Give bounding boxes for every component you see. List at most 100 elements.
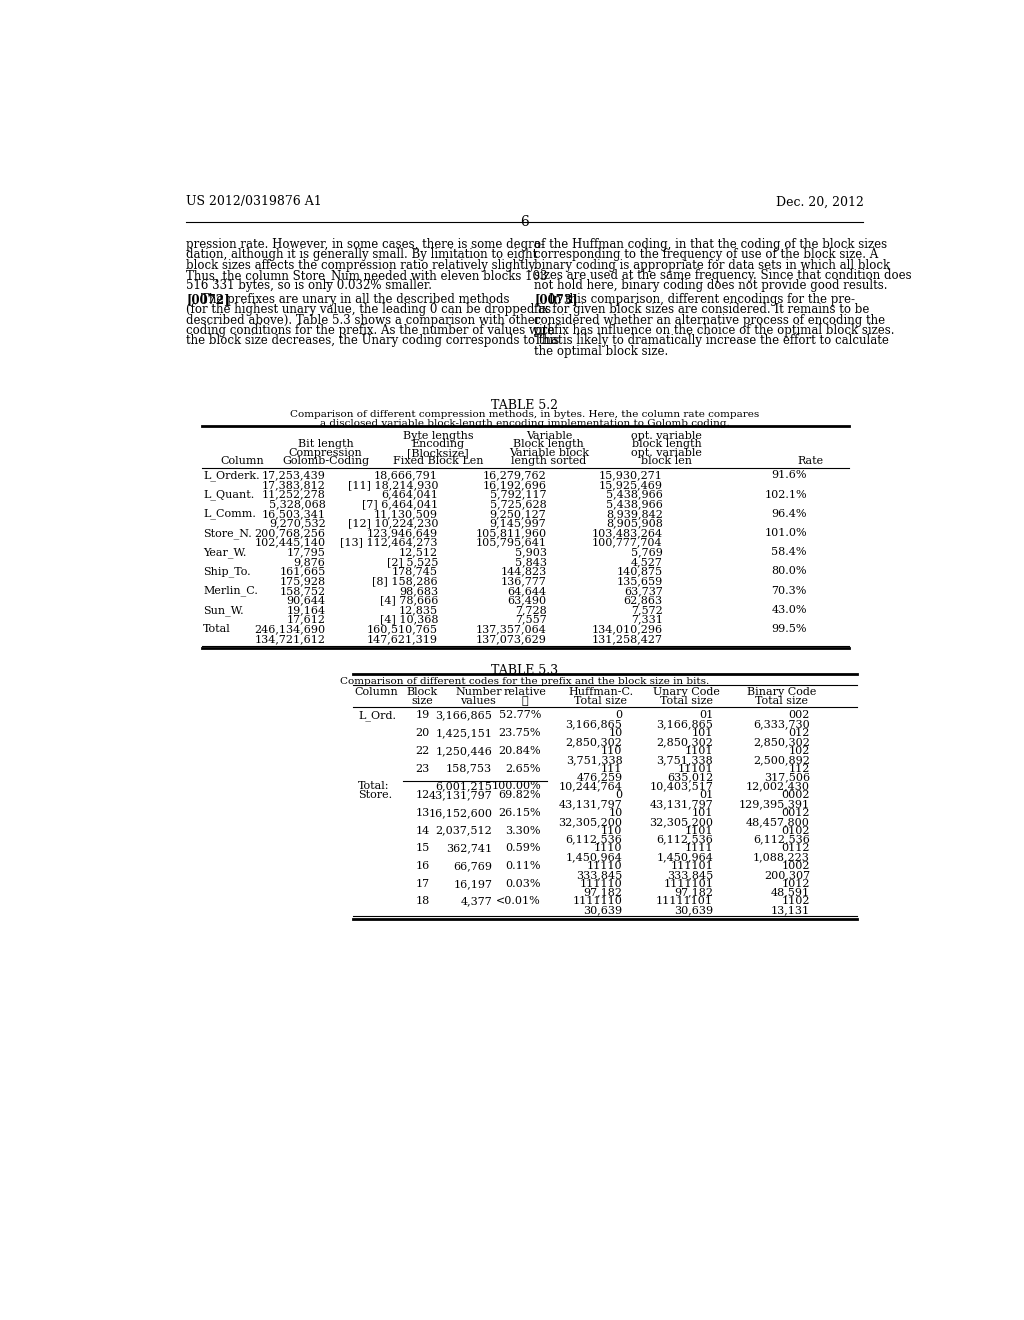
Text: 246,134,690: 246,134,690 [255, 624, 326, 634]
Text: 17: 17 [416, 879, 429, 888]
Text: 69.82%: 69.82% [499, 791, 541, 800]
Text: [Blocksize]: [Blocksize] [408, 447, 469, 458]
Text: 1111: 1111 [685, 843, 713, 853]
Text: opt. variable: opt. variable [631, 447, 702, 458]
Text: 1,425,151: 1,425,151 [435, 729, 493, 738]
Text: 200,307: 200,307 [764, 870, 810, 880]
Text: 0012: 0012 [781, 808, 810, 818]
Text: This is likely to dramatically increase the effort to calculate: This is likely to dramatically increase … [535, 334, 889, 347]
Text: corresponding to the frequency of use of the block size. A: corresponding to the frequency of use of… [535, 248, 879, 261]
Text: 1111101: 1111101 [664, 879, 713, 888]
Text: 12,835: 12,835 [399, 605, 438, 615]
Text: [12] 10,224,230: [12] 10,224,230 [347, 519, 438, 528]
Text: relative: relative [504, 688, 546, 697]
Text: 2.65%: 2.65% [506, 763, 541, 774]
Text: 5,725,628: 5,725,628 [489, 499, 547, 510]
Text: 11101: 11101 [678, 763, 713, 774]
Text: 19,164: 19,164 [287, 605, 326, 615]
Text: 2,500,892: 2,500,892 [753, 755, 810, 764]
Text: 4,377: 4,377 [461, 896, 493, 907]
Text: 1012: 1012 [781, 879, 810, 888]
Text: block length: block length [632, 440, 701, 449]
Text: 103,483,264: 103,483,264 [592, 528, 663, 539]
Text: size: size [412, 696, 433, 706]
Text: Store.: Store. [358, 791, 392, 800]
Text: 333,845: 333,845 [667, 870, 713, 880]
Text: 17,795: 17,795 [287, 548, 326, 557]
Text: 0: 0 [615, 791, 623, 800]
Text: L_Orderk.: L_Orderk. [203, 470, 260, 480]
Text: considered whether an alternative process of encoding the: considered whether an alternative proces… [535, 314, 885, 326]
Text: 6,112,536: 6,112,536 [753, 834, 810, 845]
Text: 101: 101 [692, 729, 713, 738]
Text: 17,383,812: 17,383,812 [262, 480, 326, 490]
Text: 1,250,446: 1,250,446 [435, 746, 493, 756]
Text: Bit length: Bit length [298, 440, 353, 449]
Text: 476,259: 476,259 [577, 772, 623, 783]
Text: Huffman-C.: Huffman-C. [568, 688, 633, 697]
Text: values: values [461, 696, 497, 706]
Text: 134,721,612: 134,721,612 [255, 634, 326, 644]
Text: 30,639: 30,639 [674, 906, 713, 915]
Text: 11,130,509: 11,130,509 [374, 508, 438, 519]
Text: 32,305,200: 32,305,200 [649, 817, 713, 826]
Text: 2,037,512: 2,037,512 [435, 825, 493, 836]
Text: 9,270,532: 9,270,532 [269, 519, 326, 528]
Text: 80.0%: 80.0% [771, 566, 807, 577]
Text: 43,131,797: 43,131,797 [428, 791, 493, 800]
Text: 2,850,302: 2,850,302 [565, 737, 623, 747]
Text: 0.11%: 0.11% [506, 861, 541, 871]
Text: 102.1%: 102.1% [764, 490, 807, 499]
Text: [8] 158,286: [8] 158,286 [373, 576, 438, 586]
Text: 64,644: 64,644 [507, 586, 547, 595]
Text: 111101: 111101 [671, 861, 713, 871]
Text: 102,445,140: 102,445,140 [255, 537, 326, 548]
Text: 13,131: 13,131 [771, 906, 810, 915]
Text: 101: 101 [692, 808, 713, 818]
Text: 15: 15 [416, 843, 430, 853]
Text: 158,752: 158,752 [280, 586, 326, 595]
Text: 4,527: 4,527 [631, 557, 663, 566]
Text: 11,252,278: 11,252,278 [262, 490, 326, 499]
Text: fix for given block sizes are considered. It remains to be: fix for given block sizes are considered… [535, 304, 869, 317]
Text: 16,192,696: 16,192,696 [482, 480, 547, 490]
Text: 17,253,439: 17,253,439 [262, 470, 326, 480]
Text: 3.30%: 3.30% [506, 825, 541, 836]
Text: In this comparison, different encodings for the pre-: In this comparison, different encodings … [535, 293, 855, 306]
Text: 362,741: 362,741 [446, 843, 493, 853]
Text: 62,863: 62,863 [624, 595, 663, 606]
Text: US 2012/0319876 A1: US 2012/0319876 A1 [186, 195, 322, 209]
Text: 3,166,865: 3,166,865 [656, 719, 713, 730]
Text: 6,333,730: 6,333,730 [754, 719, 810, 730]
Text: 1110: 1110 [594, 843, 623, 853]
Text: 6,464,041: 6,464,041 [381, 490, 438, 499]
Text: 12,002,430: 12,002,430 [746, 781, 810, 791]
Text: 635,012: 635,012 [667, 772, 713, 783]
Text: [7] 6,464,041: [7] 6,464,041 [361, 499, 438, 510]
Text: [4] 78,666: [4] 78,666 [380, 595, 438, 606]
Text: 11111101: 11111101 [656, 896, 713, 907]
Text: 43,131,797: 43,131,797 [649, 799, 713, 809]
Text: Year_W.: Year_W. [203, 548, 247, 558]
Text: 3,751,338: 3,751,338 [565, 755, 623, 764]
Text: 90,644: 90,644 [287, 595, 326, 606]
Text: [13] 112,464,273: [13] 112,464,273 [341, 537, 438, 548]
Text: 10,403,517: 10,403,517 [649, 781, 713, 791]
Text: 110: 110 [601, 825, 623, 836]
Text: 3,751,338: 3,751,338 [656, 755, 713, 764]
Text: 43.0%: 43.0% [771, 605, 807, 615]
Text: L_Ord.: L_Ord. [358, 710, 396, 721]
Text: L_Comm.: L_Comm. [203, 508, 256, 520]
Text: The prefixes are unary in all the described methods: The prefixes are unary in all the descri… [186, 293, 510, 306]
Text: 136,777: 136,777 [501, 576, 547, 586]
Text: 97,182: 97,182 [674, 887, 713, 898]
Text: 333,845: 333,845 [577, 870, 623, 880]
Text: 16,279,762: 16,279,762 [482, 470, 547, 480]
Text: 137,073,629: 137,073,629 [475, 634, 547, 644]
Text: 147,621,319: 147,621,319 [367, 634, 438, 644]
Text: 5,792,117: 5,792,117 [489, 490, 547, 499]
Text: 2,850,302: 2,850,302 [753, 737, 810, 747]
Text: 11110: 11110 [587, 861, 623, 871]
Text: 5,769: 5,769 [631, 548, 663, 557]
Text: Ship_To.: Ship_To. [203, 566, 251, 577]
